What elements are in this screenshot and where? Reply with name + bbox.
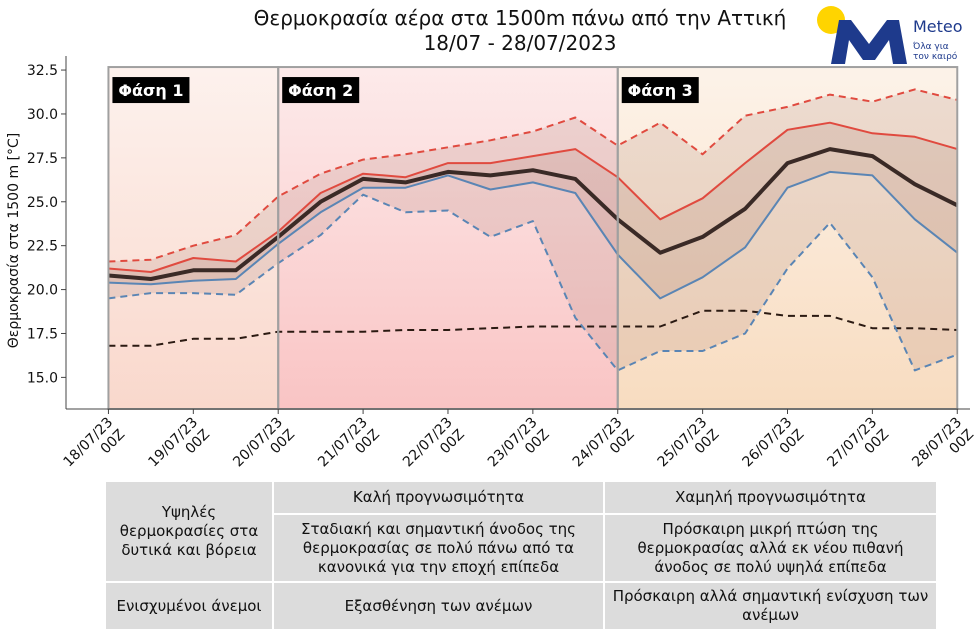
phase-summary-table: Υψηλές θερμοκρασίες στα δυτικά και βόρει… xyxy=(104,480,938,631)
phase-labels: Φάση 1 Φάση 2 Φάση 3 xyxy=(112,77,699,104)
series-line-max xyxy=(108,88,958,263)
series-line-climatology xyxy=(108,309,958,347)
table-row: Υψηλές θερμοκρασίες στα δυτικά και βόρει… xyxy=(104,480,938,583)
summary-cell-good-predictability: Καλή προγνωσιμότητα xyxy=(272,480,605,515)
series-line-lower xyxy=(108,170,958,300)
chart-subtitle: 18/07 - 28/07/2023 xyxy=(423,31,617,55)
y-tick-label: 27.5 xyxy=(27,151,58,167)
summary-cell-high-temps: Υψηλές θερμοκρασίες στα δυτικά και βόρει… xyxy=(104,480,274,583)
y-tick-label: 25.0 xyxy=(27,195,58,211)
y-tick-label: 30.0 xyxy=(27,107,58,123)
phase-label: Φάση 1 xyxy=(118,81,183,100)
summary-cell-strong-winds: Ενισχυμένοι άνεμοι xyxy=(104,581,274,631)
summary-cell-weakening-winds: Εξασθένηση των ανέμων xyxy=(272,581,605,631)
y-axis-label: Θερμοκρασία στα 1500 m [°C] xyxy=(6,133,22,348)
chart-title: Θερμοκρασία αέρα στα 1500m πάνω από την … xyxy=(253,6,787,30)
summary-cell-wind-strengthening: Πρόσκαιρη αλλά σημαντική ενίσχυση των αν… xyxy=(603,581,938,631)
spread-band xyxy=(108,122,958,299)
phase-background xyxy=(108,67,279,410)
table-row: Σταδιακή και σημαντική άνοδος της θερμοκ… xyxy=(105,513,938,583)
forecast-bands xyxy=(108,89,958,371)
phase-label: Φάση 3 xyxy=(628,81,693,100)
summary-cell-temporary-drop: Πρόσκαιρη μικρή πτώση της θερμοκρασίας α… xyxy=(603,513,938,583)
y-tick-label: 17.5 xyxy=(27,326,58,342)
series-line-min xyxy=(108,193,958,372)
logo-tagline: Όλα για τον καιρό xyxy=(913,42,973,62)
series-line-mean xyxy=(108,147,959,281)
summary-cell-gradual-rise: Σταδιακή και σημαντική άνοδος της θερμοκ… xyxy=(272,513,605,583)
y-tick-label: 20.0 xyxy=(27,283,58,299)
logo-tagline-1: Όλα για xyxy=(913,42,949,52)
summary-cell-low-predictability: Χαμηλή προγνωσιμότητα xyxy=(603,480,938,515)
series-line-upper xyxy=(108,121,958,273)
y-tick-label: 32.5 xyxy=(27,63,58,79)
meteo-logo: Meteo Όλα για τον καιρό xyxy=(817,4,972,66)
meteo-m-icon xyxy=(831,20,907,64)
series-lines xyxy=(108,88,959,372)
logo-brand: Meteo xyxy=(913,17,963,36)
phase-label: Φάση 2 xyxy=(288,81,353,100)
y-tick-label: 15.0 xyxy=(27,370,58,386)
spread-band xyxy=(108,89,958,371)
table-row: Ενισχυμένοι άνεμοι Εξασθένηση των ανέμων… xyxy=(104,581,938,631)
phase-label-box xyxy=(282,77,360,104)
phase-label-box xyxy=(112,77,190,104)
phase-background xyxy=(617,67,958,410)
phase-label-box xyxy=(621,77,699,104)
y-tick-label: 22.5 xyxy=(27,239,58,255)
logo-tagline-2: τον καιρό xyxy=(913,52,958,62)
phase-backgrounds xyxy=(108,67,958,410)
phase-background xyxy=(278,67,618,410)
